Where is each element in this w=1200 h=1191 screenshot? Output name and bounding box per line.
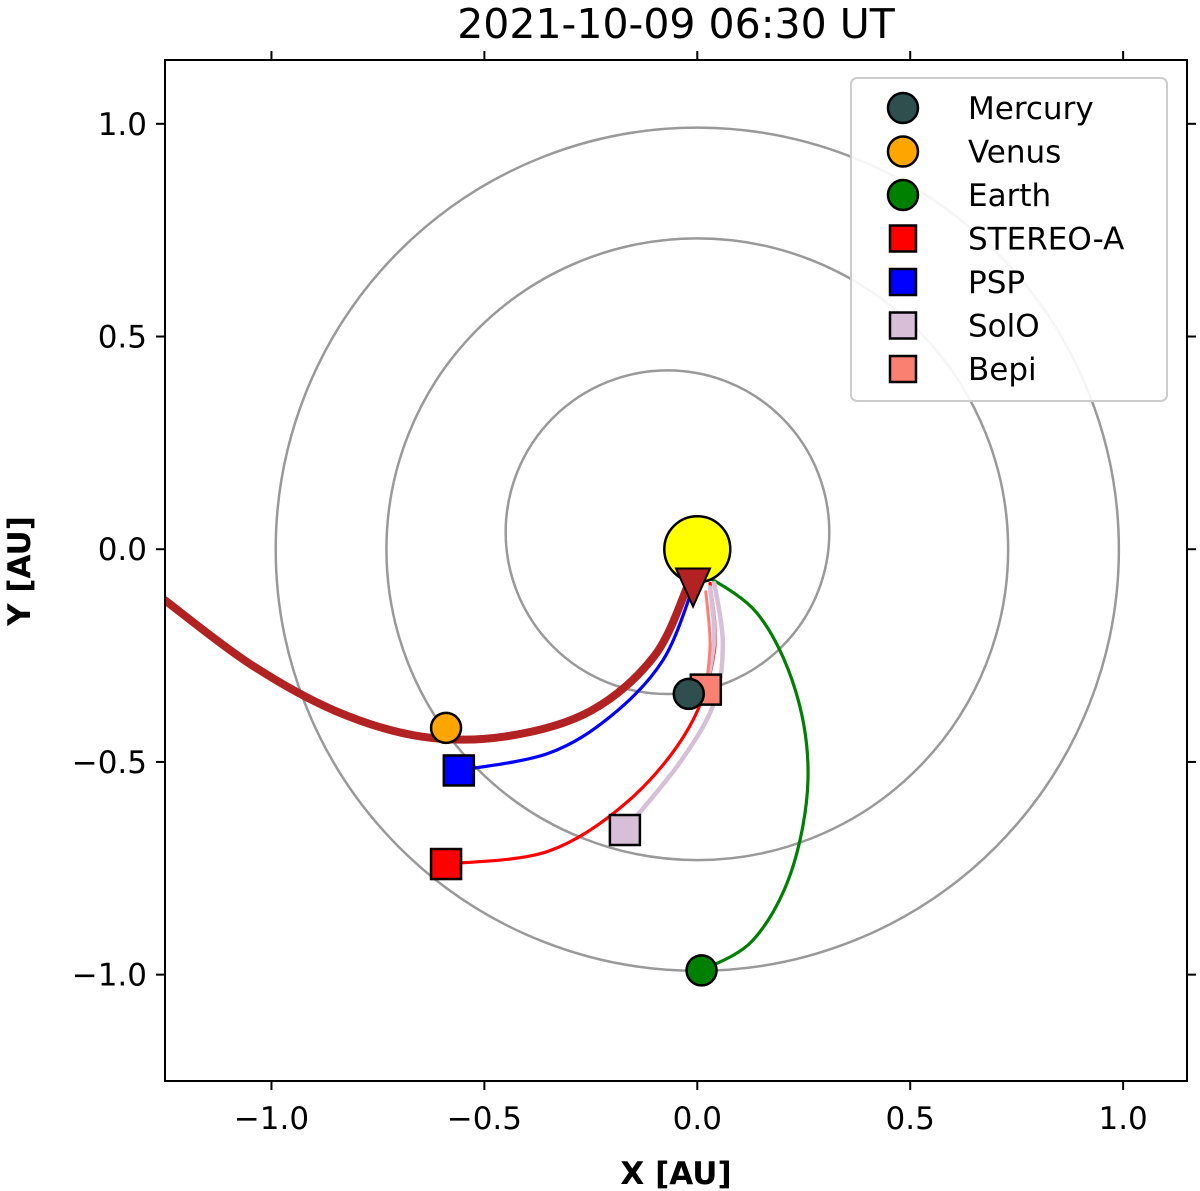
- legend-label-stereo-a: STEREO-A: [968, 222, 1124, 258]
- tick-layer: −1.0 −0.5 0.0 0.5 1.0 −1.0 −0.5 0.0 0.5 1.0: [72, 51, 1196, 1137]
- x-tick-label: −1.0: [234, 1101, 309, 1137]
- legend-marker-earth: [886, 178, 920, 212]
- legend-marker-venus: [886, 135, 920, 168]
- legend-label-venus: Venus: [968, 135, 1061, 171]
- legend: Mercury Venus Earth STEREO-A PSP SolO Bepi: [850, 77, 1168, 402]
- marker-venus: [429, 711, 463, 745]
- x-tick-label: 0.5: [886, 1101, 935, 1137]
- legend-label-solo: SolO: [968, 309, 1040, 345]
- legend-marker-psp: [888, 267, 918, 297]
- field-line-earth: [695, 568, 810, 972]
- field-line-layer: [444, 568, 810, 972]
- x-axis-label: X [AU]: [620, 1156, 731, 1191]
- legend-label-psp: PSP: [968, 265, 1025, 301]
- legend-marker-solo: [888, 311, 918, 340]
- legend-box: [850, 77, 1168, 402]
- y-tick-label: −0.5: [72, 745, 147, 781]
- x-tick-label: 0.0: [673, 1101, 722, 1137]
- legend-marker-mercury: [886, 91, 920, 125]
- marker-stereo-a: [429, 847, 463, 881]
- legend-label-earth: Earth: [968, 178, 1051, 214]
- orbit-circle-1: [504, 369, 831, 696]
- marker-psp: [442, 754, 476, 787]
- x-tick-label: 1.0: [1098, 1101, 1147, 1137]
- marker-earth: [685, 954, 718, 987]
- plot-title: 2021-10-09 06:30 UT: [457, 0, 896, 48]
- y-tick-label: 0.0: [98, 532, 147, 568]
- legend-label-mercury: Mercury: [968, 91, 1094, 127]
- y-tick-label: −1.0: [72, 958, 147, 994]
- legend-marker-bepi: [888, 354, 918, 384]
- orbit-circle-2: [385, 237, 1010, 862]
- cme-direction-triangle: [674, 567, 712, 609]
- field-line-psp: [457, 585, 695, 772]
- marker-solo: [608, 813, 642, 847]
- body-marker-layer: [429, 514, 732, 987]
- legend-label-bepi: Bepi: [968, 352, 1037, 388]
- y-axis-label: Y [AU]: [2, 516, 38, 627]
- plot-frame: [164, 59, 1188, 1082]
- y-tick-label: 1.0: [98, 107, 147, 143]
- x-tick-label: −0.5: [447, 1101, 522, 1137]
- legend-marker-stereo-a: [888, 224, 918, 253]
- marker-mercury: [672, 677, 706, 711]
- y-tick-label: 0.5: [98, 320, 147, 356]
